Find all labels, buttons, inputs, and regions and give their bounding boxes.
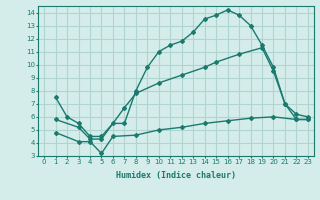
X-axis label: Humidex (Indice chaleur): Humidex (Indice chaleur) — [116, 171, 236, 180]
